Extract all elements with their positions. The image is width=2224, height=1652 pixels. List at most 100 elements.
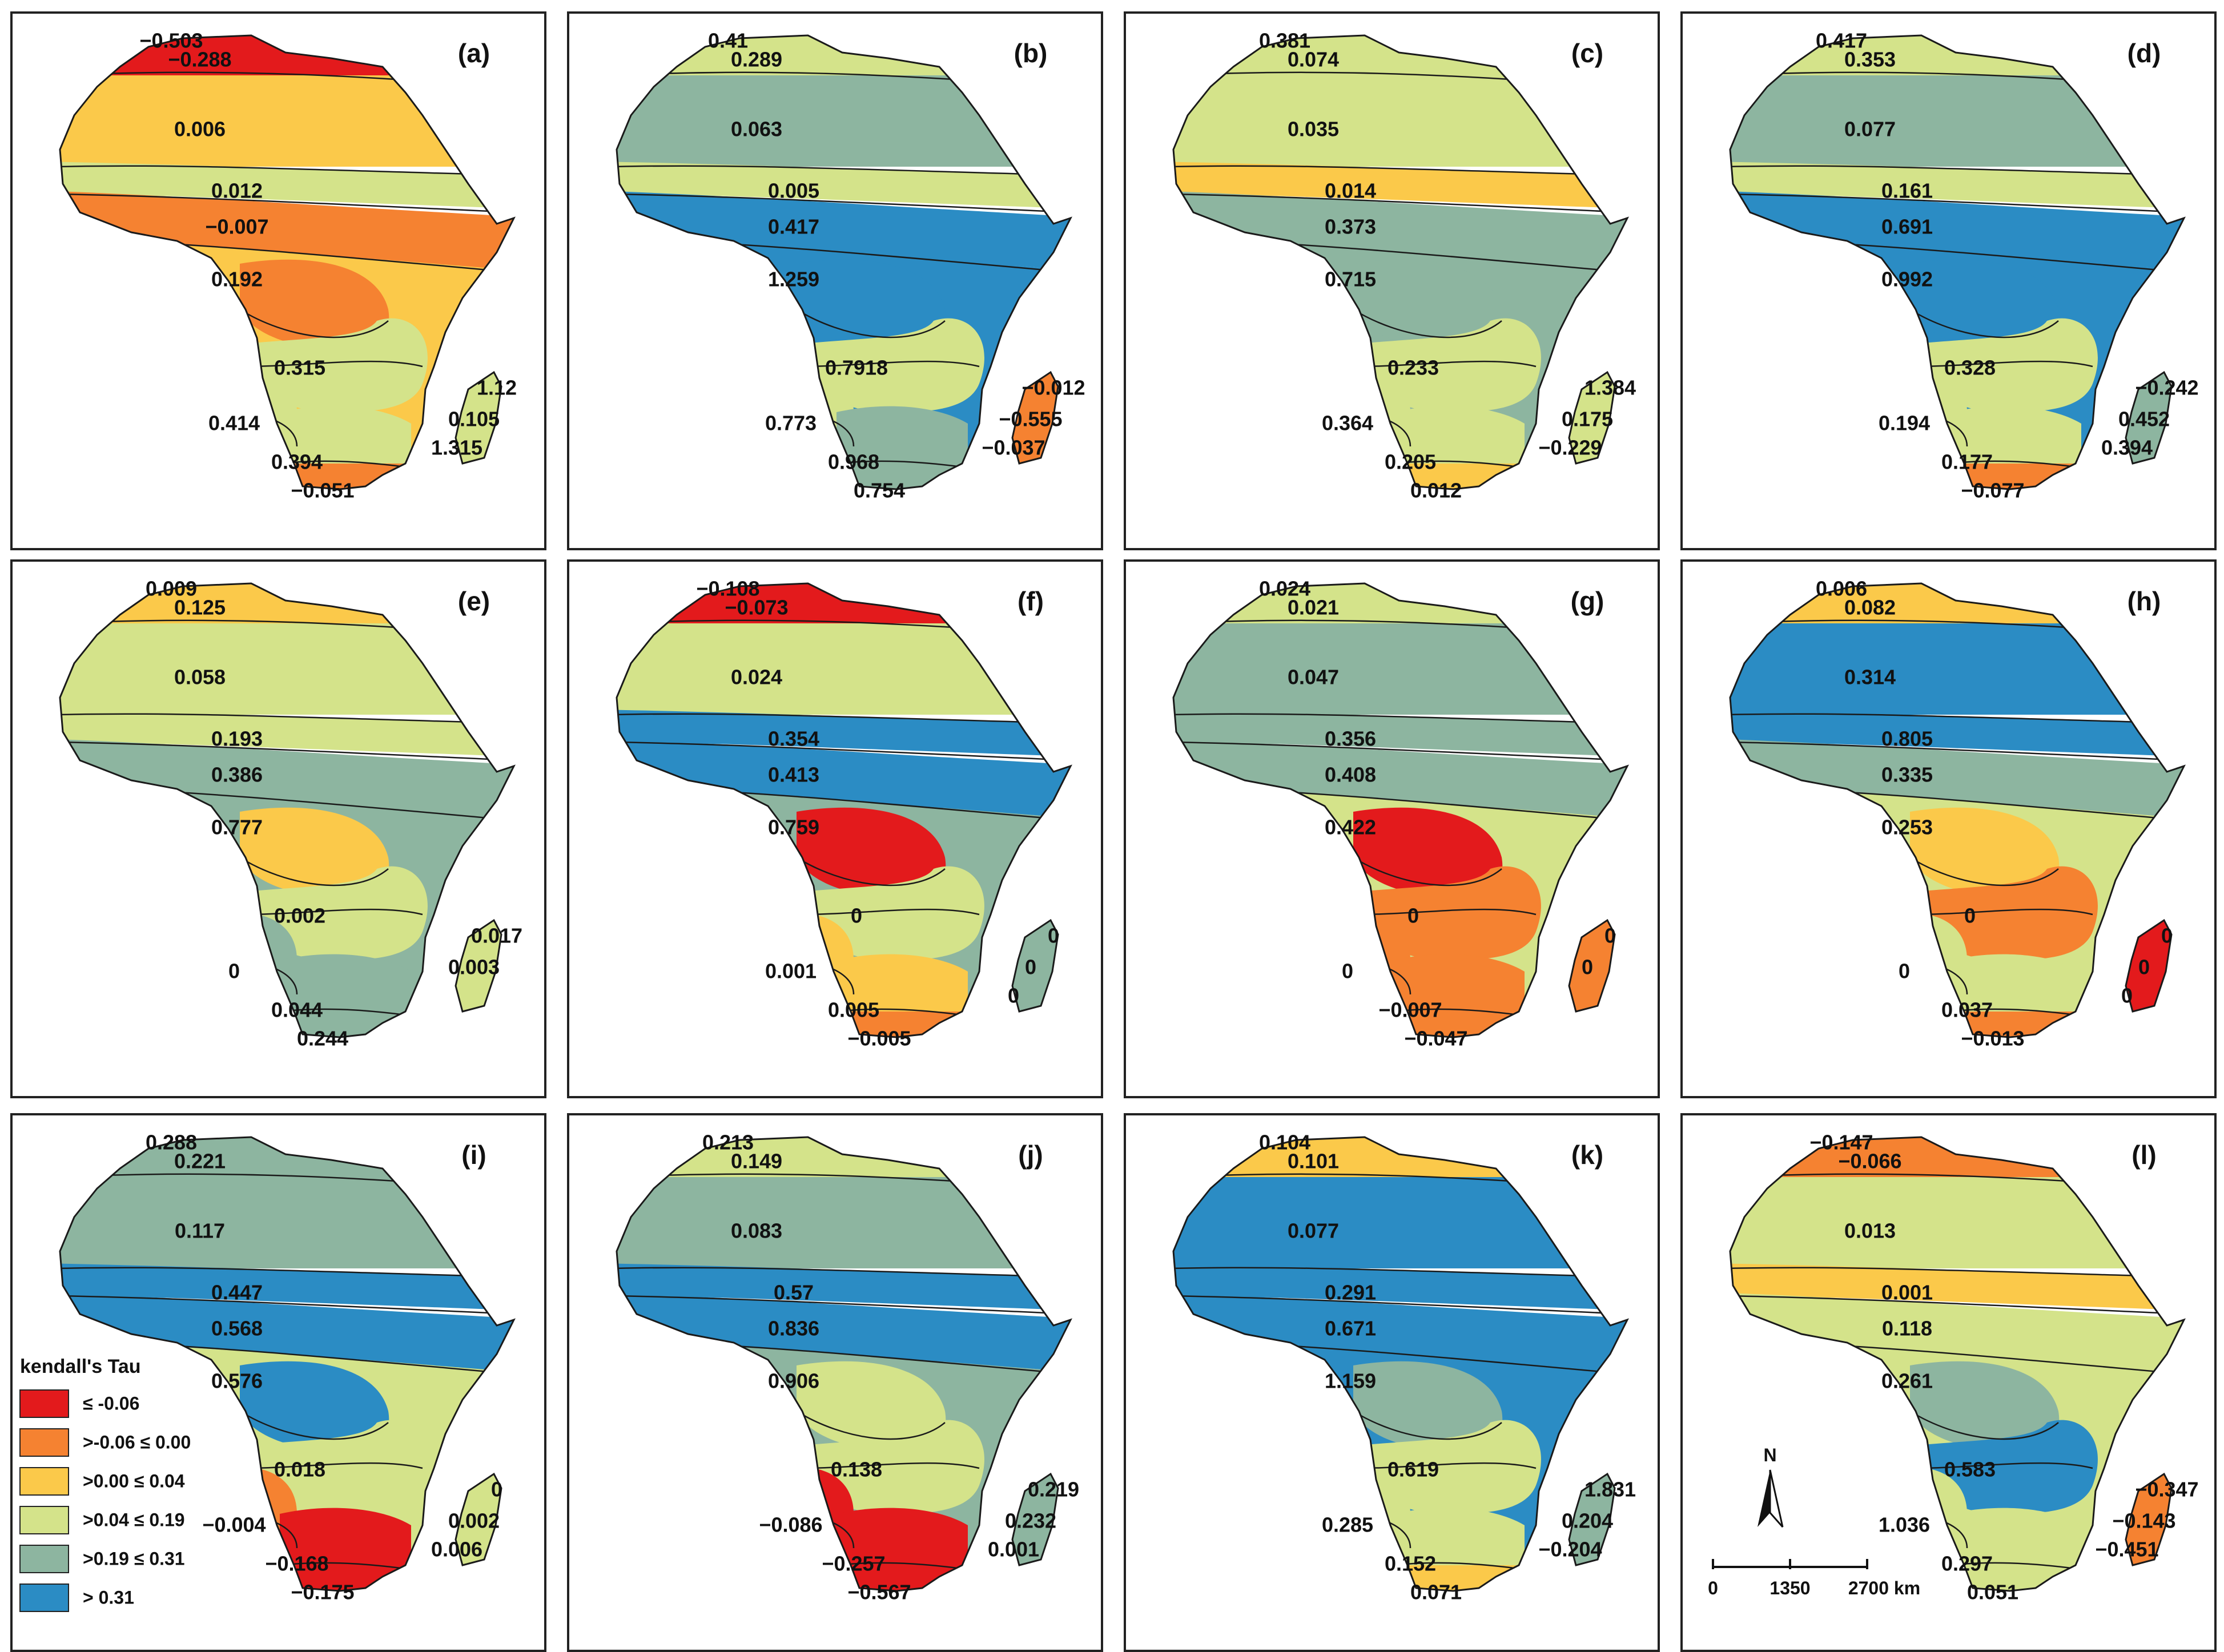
trend-value-label: 0.408 [1325, 763, 1376, 787]
contour-line [60, 165, 514, 176]
trend-value-label: 1.036 [1879, 1513, 1930, 1537]
trend-value-label: 0.001 [1881, 1281, 1933, 1304]
trend-value-label: 0.41 [708, 29, 748, 53]
contour-line [1173, 193, 1627, 213]
trend-value-label: 0.291 [1325, 1281, 1376, 1304]
contour-line [796, 856, 946, 887]
trend-value-label: 0.422 [1325, 816, 1376, 839]
contour-lines [60, 71, 514, 470]
trend-value-label: −0.007 [205, 215, 268, 239]
trend-zone [797, 1361, 946, 1453]
trend-value-label: 0.014 [1325, 179, 1376, 203]
legend-title: kendall's Tau [20, 1356, 141, 1377]
contour-line [1909, 1410, 2059, 1440]
trend-value-label: 0.125 [174, 596, 226, 619]
panel-letter: (d) [2128, 38, 2161, 68]
panel-letter: (b) [1014, 38, 1048, 68]
trend-value-label: 0.021 [1288, 596, 1339, 619]
legend-label: > 0.31 [83, 1587, 134, 1607]
contour-line [1730, 713, 2184, 724]
madagascar-coastline [2125, 1472, 2173, 1566]
contour-line [617, 193, 1071, 213]
trend-value-label: −0.229 [1538, 436, 1602, 460]
contour-line [802, 908, 980, 916]
trend-zone [1353, 259, 1503, 351]
map-panels: (a) −0.503−0.288 0.006 0.012 −0.007 0.192 0.31… [10, 11, 2217, 1652]
trend-zone [60, 709, 514, 757]
trend-value-label: 0.012 [211, 179, 263, 203]
trend-zone [1173, 738, 1627, 820]
contour-line [617, 713, 1071, 724]
trend-value-label: 0.044 [271, 998, 323, 1022]
panel-letter: (h) [2128, 586, 2161, 616]
trend-value-label: 0.012 [1410, 479, 1462, 502]
trend-value-label: −0.567 [847, 1581, 911, 1604]
panel-letter: (k) [1571, 1140, 1603, 1170]
trend-value-label: 0.024 [1259, 577, 1310, 601]
trend-value-label: 0.138 [831, 1458, 882, 1481]
contour-line [1915, 908, 2093, 916]
trend-value-label: 0 [1899, 960, 1910, 983]
trend-value-label: −0.012 [1021, 376, 1085, 400]
trend-value-label: −0.147 [1809, 1131, 1873, 1154]
map-panel: (a) −0.503−0.288 0.006 0.012 −0.007 0.192 0.31… [10, 11, 546, 550]
trend-value-label: −0.108 [696, 577, 759, 601]
trend-value-label: 0.906 [768, 1369, 819, 1393]
trend-value-label: −0.051 [291, 479, 354, 502]
africa-coastline [59, 34, 516, 490]
trend-value-label: −0.204 [1538, 1538, 1602, 1561]
trend-value-label: 0.805 [1881, 727, 1933, 751]
trend-zone [1173, 1263, 1627, 1311]
trend-value-label: 0.447 [211, 1281, 263, 1304]
contour-line [617, 741, 1071, 761]
trend-zone [1730, 738, 2184, 820]
trend-value-label: 0.194 [1879, 412, 1930, 435]
trend-value-label: 0 [1008, 984, 1019, 1008]
trend-value-label: 1.384 [1584, 376, 1636, 400]
trend-zone [1353, 1361, 1503, 1453]
legend-swatch [19, 1545, 69, 1573]
contour-line [617, 1295, 1071, 1315]
trend-zone [1173, 190, 1627, 272]
trend-zone [1730, 709, 2184, 757]
trend-value-label: 0.219 [1028, 1478, 1079, 1501]
madagascar-coastline [1568, 1472, 1616, 1566]
trend-value-label: 0.691 [1881, 215, 1933, 239]
contour-line [239, 856, 389, 887]
trend-value-label: 0.002 [448, 1509, 500, 1533]
contour-line [1909, 308, 2059, 339]
trend-value-label: −0.007 [1378, 998, 1442, 1022]
trend-value-label: 0.018 [274, 1458, 325, 1481]
africa-coastline [616, 582, 1072, 1038]
trend-value-label: 0.354 [768, 727, 819, 751]
contour-line [617, 1267, 1071, 1278]
trend-value-label: 0.193 [211, 727, 263, 751]
madagascar-coastline [2125, 918, 2173, 1013]
trend-value-label: 0.289 [731, 48, 782, 71]
africa-coastline [59, 582, 516, 1038]
contour-line [1730, 1295, 2184, 1315]
contour-line [1353, 308, 1502, 339]
map-panel: (g)0.0240.0210.0470.3560.4080.42200−0.00… [1124, 559, 1660, 1098]
trend-value-label: 0.082 [1844, 596, 1896, 619]
contour-line [796, 1410, 946, 1440]
trend-zone [60, 161, 514, 209]
trend-value-label: 0.204 [1562, 1509, 1613, 1533]
contour-line [239, 308, 389, 339]
madagascar-coastline [1011, 918, 1059, 1013]
north-arrow-icon [1758, 1470, 1770, 1527]
trend-value-label: 0 [491, 1478, 502, 1501]
trend-value-label: 0.005 [768, 179, 819, 203]
trend-value-label: 0.413 [768, 763, 819, 787]
madagascar-coastline [1568, 918, 1616, 1013]
madagascar-coastline [2125, 370, 2173, 465]
trend-value-label: 0.261 [1881, 1369, 1933, 1393]
africa-coastline [1172, 582, 1629, 1038]
legend-swatch [19, 1467, 69, 1496]
trend-value-label: 0 [1048, 924, 1059, 948]
trend-value-label: 0.017 [471, 924, 522, 948]
contour-line [245, 360, 423, 368]
